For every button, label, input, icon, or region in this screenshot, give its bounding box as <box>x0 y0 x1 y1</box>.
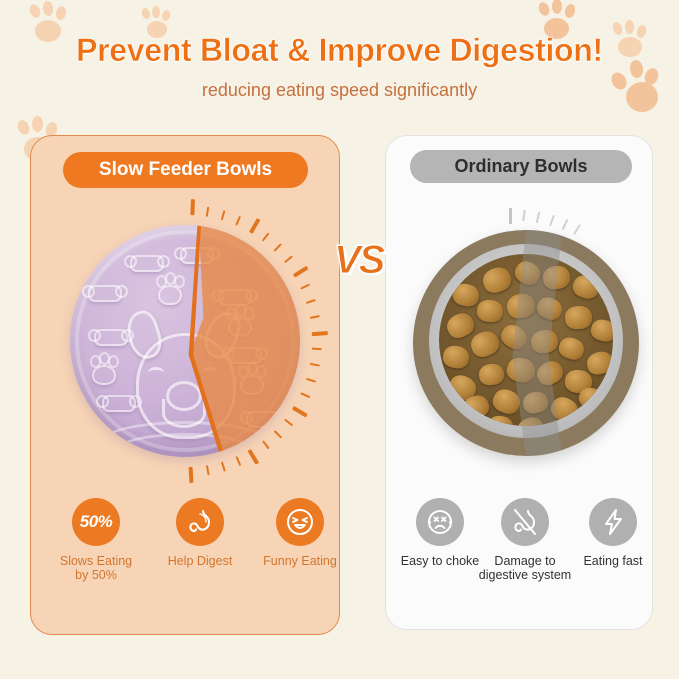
slow-feeder-badge-label: Slow Feeder Bowls <box>98 159 273 180</box>
feature-label-line1: Funny Eating <box>263 554 337 568</box>
percent-50-text: 50% <box>79 512 113 531</box>
page-title: Prevent Bloat & Improve Digestion! <box>76 32 604 69</box>
percent-50-icon: 50% <box>72 498 120 546</box>
choking-face-icon <box>416 498 464 546</box>
feature-damage-digestive: Damage to digestive system <box>473 498 577 582</box>
stomach-icon <box>176 498 224 546</box>
ordinary-steel-bowl <box>413 230 639 456</box>
ordinary-bowl-ticks <box>413 208 639 248</box>
kibble-fill <box>439 254 613 426</box>
feature-label-line1: Slows Eating <box>59 554 133 568</box>
feature-eating-fast: Eating fast <box>561 498 665 568</box>
ordinary-bowl-badge-label: Ordinary Bowls <box>454 156 588 176</box>
slow-feeder-bowl <box>70 225 300 457</box>
feature-slows-eating: 50% Slows Eating by 50% <box>44 498 148 582</box>
stomach-crossed-out-icon <box>501 498 549 546</box>
feature-label-line1: Eating fast <box>583 554 643 568</box>
slow-feeder-badge: Slow Feeder Bowls <box>63 152 308 188</box>
page-subtitle: reducing eating speed significantly <box>201 80 478 100</box>
feature-label-line1: Damage to <box>494 554 556 568</box>
ordinary-bowl-badge: Ordinary Bowls <box>410 150 632 183</box>
feature-label-line1: Help Digest <box>167 554 233 568</box>
feature-label-line1: Easy to choke <box>400 554 480 568</box>
feature-label-line2: by 50% <box>75 568 117 582</box>
feature-funny-eating: Funny Eating <box>248 498 352 568</box>
vs-label: VS <box>333 238 385 283</box>
happy-face-icon <box>276 498 324 546</box>
feature-easy-to-choke: Easy to choke <box>388 498 492 568</box>
feature-help-digest: Help Digest <box>148 498 252 568</box>
feature-label-line2: digestive system <box>478 568 572 582</box>
lightning-bolt-icon <box>589 498 637 546</box>
